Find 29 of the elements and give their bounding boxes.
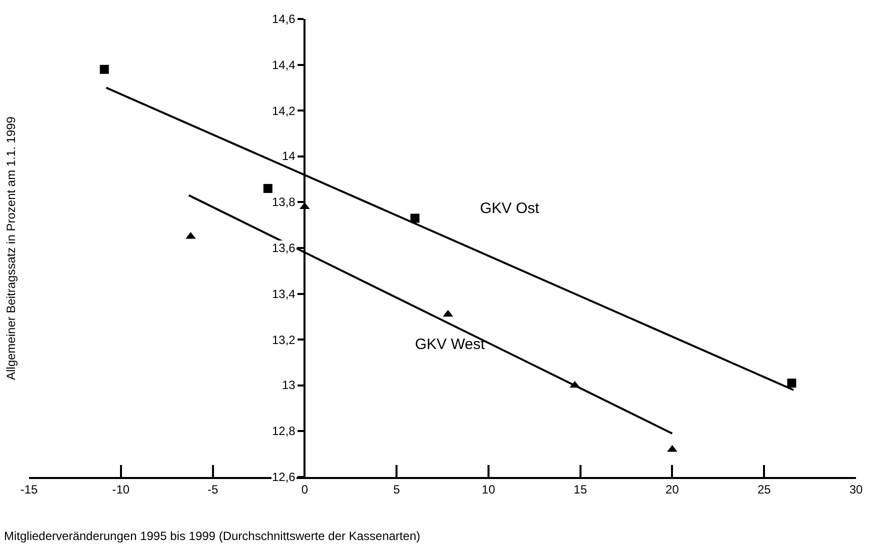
x-axis-title: Mitgliederveränderungen 1995 bis 1999 (Durchschnittswerte der Kassenarten)	[4, 529, 420, 543]
y-tick-label: 12,6	[272, 470, 296, 484]
y-tick-label: 14,2	[272, 104, 296, 118]
x-tick-label: -5	[207, 482, 218, 496]
y-tick-label: 14,4	[272, 58, 296, 72]
x-tick-label: 5	[393, 482, 400, 496]
y-tick-label: 12,8	[272, 424, 296, 438]
x-tick-label: 20	[666, 482, 680, 496]
point	[787, 378, 796, 388]
text: GKV Ost	[480, 200, 540, 217]
y-tick-label: 14,6	[272, 12, 296, 26]
point	[410, 214, 420, 223]
point	[263, 184, 272, 193]
y-tick-label: 13	[282, 378, 296, 392]
x-tick-label: -10	[112, 482, 130, 496]
y-tick-label: 13,8	[272, 195, 296, 209]
y-axis-title: Allgemeiner Beitragssatz in Prozent am 1.1. 1999	[4, 116, 18, 380]
series-label: GKV West	[415, 336, 486, 353]
x-tick-label: 10	[482, 482, 496, 496]
x-tick-label: 30	[849, 482, 863, 496]
point	[100, 64, 109, 74]
y-tick-label: 13,2	[272, 333, 296, 347]
y-tick-label: 13,6	[272, 241, 296, 255]
x-tick-label: 15	[574, 482, 588, 496]
y-tick-label: 14	[282, 149, 296, 163]
y-tick-label: 13,4	[272, 287, 296, 301]
x-tick-label: 25	[757, 482, 772, 496]
x-tick-label: -15	[20, 482, 38, 496]
x-tick-label: 0	[301, 482, 308, 496]
